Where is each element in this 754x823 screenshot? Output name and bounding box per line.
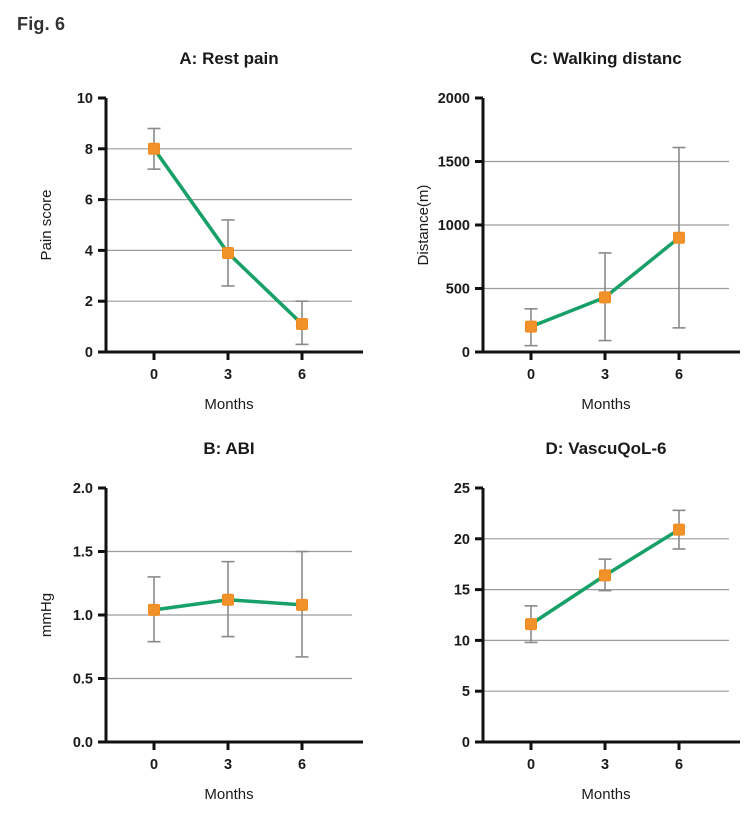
y-tick-label: 0.0: [73, 735, 93, 751]
x-axis-label: Months: [204, 786, 253, 803]
y-tick-label: 5: [462, 684, 470, 700]
data-point-marker: [525, 618, 537, 631]
x-tick-label: 3: [601, 367, 609, 383]
data-point-marker: [673, 231, 685, 244]
y-tick-label: 10: [454, 633, 470, 649]
data-point-marker: [599, 569, 611, 582]
data-point-marker: [296, 318, 308, 331]
data-point-marker: [673, 523, 685, 536]
data-point-marker: [222, 593, 234, 606]
y-axis-label: mmHg: [38, 593, 55, 637]
x-tick-label: 3: [601, 757, 609, 773]
chart-title: B: ABI: [203, 439, 254, 458]
y-tick-label: 1500: [438, 155, 470, 171]
y-tick-label: 2: [85, 294, 93, 310]
y-tick-label: 1.0: [73, 608, 93, 624]
x-axis-label: Months: [581, 396, 630, 413]
y-tick-label: 25: [454, 481, 470, 497]
y-axis-label: Pain score: [38, 190, 55, 261]
y-tick-label: 0.5: [73, 672, 93, 688]
x-tick-label: 6: [675, 367, 683, 383]
chart-svg: D: VascuQoL-6 0 5 10 15 20 25 0 3 6 Months: [454, 439, 740, 803]
x-axis-label: Months: [204, 396, 253, 413]
y-tick-label: 0: [462, 735, 470, 751]
data-point-marker: [599, 291, 611, 304]
chart-svg: A: Rest pain 0 2 4 6 8 10 0 3 6 Pain score Months: [38, 49, 363, 413]
chart-panel-vascuqol: D: VascuQoL-6 0 5 10 15 20 25 0 3 6 Months: [377, 418, 754, 808]
x-tick-label: 0: [150, 367, 158, 383]
y-axis-label: Distance(m): [415, 185, 432, 266]
data-point-marker: [148, 603, 160, 616]
y-tick-label: 10: [77, 91, 93, 107]
x-tick-label: 6: [298, 757, 306, 773]
y-tick-label: 2000: [438, 91, 470, 107]
x-axis-label: Months: [581, 786, 630, 803]
x-tick-label: 3: [224, 367, 232, 383]
y-tick-label: 1.5: [73, 545, 93, 561]
data-point-marker: [296, 598, 308, 611]
data-point-marker: [148, 142, 160, 155]
data-point-marker: [222, 246, 234, 259]
x-tick-label: 6: [298, 367, 306, 383]
chart-panel-walking-distance: C: Walking distanc 0 500 1000 1500 2000 0 3 6 Dis…: [377, 28, 754, 418]
y-tick-label: 4: [85, 243, 93, 259]
figure-label: Fig. 6: [17, 14, 66, 34]
y-tick-label: 0: [85, 345, 93, 361]
y-tick-label: 6: [85, 193, 93, 209]
y-tick-label: 1000: [438, 218, 470, 234]
x-tick-label: 0: [527, 757, 535, 773]
x-tick-label: 0: [150, 757, 158, 773]
x-tick-label: 0: [527, 367, 535, 383]
chart-svg: C: Walking distanc 0 500 1000 1500 2000 0 3 6 Dis…: [415, 49, 740, 413]
y-tick-label: 8: [85, 142, 93, 158]
chart-svg: B: ABI 0.0 0.5 1.0 1.5 2.0 0 3 6 mmHg Months: [38, 439, 363, 803]
chart-panel-rest-pain: A: Rest pain 0 2 4 6 8 10 0 3 6 Pain score Months: [0, 28, 377, 418]
y-tick-label: 2.0: [73, 481, 93, 497]
y-tick-label: 20: [454, 532, 470, 548]
data-point-marker: [525, 320, 537, 333]
y-tick-label: 500: [446, 282, 470, 298]
x-tick-label: 3: [224, 757, 232, 773]
x-tick-label: 6: [675, 757, 683, 773]
chart-title: A: Rest pain: [179, 49, 278, 68]
chart-title: C: Walking distanc: [530, 49, 681, 68]
chart-panel-abi: B: ABI 0.0 0.5 1.0 1.5 2.0 0 3 6 mmHg Months: [0, 418, 377, 808]
y-tick-label: 15: [454, 583, 470, 599]
y-tick-label: 0: [462, 345, 470, 361]
chart-title: D: VascuQoL-6: [546, 439, 667, 458]
